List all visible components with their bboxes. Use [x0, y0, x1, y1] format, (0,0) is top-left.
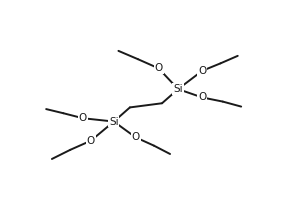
Text: O: O [87, 136, 95, 146]
Text: O: O [155, 63, 163, 73]
Text: O: O [198, 66, 206, 76]
Text: Si: Si [109, 117, 119, 127]
Text: O: O [79, 113, 87, 123]
Text: O: O [198, 92, 206, 102]
Text: O: O [131, 132, 140, 142]
Text: Si: Si [173, 84, 183, 94]
